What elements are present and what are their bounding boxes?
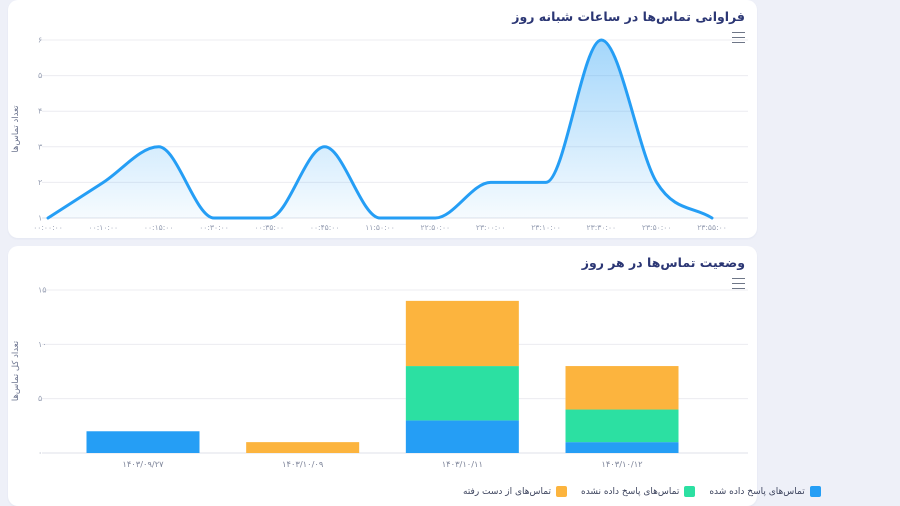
y-axis-tick-label: ۶ (38, 36, 42, 45)
x-axis-tick-label: ۲۳:۳۰:۰۰ (587, 223, 617, 232)
legend-swatch-icon (809, 486, 821, 497)
bar-segment (565, 442, 679, 453)
legend-label: تماس‌های پاسخ داده شده (709, 486, 805, 497)
y-axis-tick-label: ۴ (38, 107, 42, 116)
bar-segment (565, 409, 679, 443)
bar-segment (246, 442, 360, 453)
x-axis-tick-label: ۲۲:۵۰:۰۰ (421, 223, 451, 232)
legend-item-2[interactable]: تماس‌های پاسخ داده نشده (580, 486, 696, 497)
legend-label: تماس‌های از دست رفته (463, 486, 551, 497)
bar-segment (565, 366, 679, 410)
legend-label: تماس‌های پاسخ داده نشده (580, 486, 680, 497)
bar-segment (405, 366, 519, 421)
x-axis-tick-label: ۱۴۰۳/۰۹/۲۷ (122, 459, 164, 469)
bar-segment (405, 420, 519, 453)
legend-item-3[interactable]: تماس‌های از دست رفته (463, 486, 567, 497)
calls-status-stacked-bar-chart: ۰ ۵ ۱۰ ۱۵ ۱۴۰۳/۰۹/۲۷ ۱۴۰۳/۱۰/۰۹ ۱۴۰۳/۱۰/۱۱ ۱۴۰۳… (11, 286, 748, 469)
y-axis-tick-label: ۲ (38, 178, 42, 187)
x-axis-tick-label: ۰۰:۴۵:۰۰ (310, 223, 340, 232)
x-axis-tick-label: ۱۴۰۳/۱۰/۱۱ (442, 459, 483, 469)
x-axis-tick-label: ۰۰:۳۵:۰۰ (255, 223, 285, 232)
hamburger-menu-icon[interactable] (732, 278, 745, 289)
y-axis-tick-label: ۵ (38, 394, 42, 403)
series-line (46, 38, 714, 220)
x-axis-tick-label: ۱۴۰۳/۱۰/۱۲ (601, 459, 643, 469)
chart-legend: تماس‌های پاسخ داده شده تماس‌های پاسخ داده… (463, 486, 821, 497)
x-axis-tick-label: ۰۰:۳۰:۰۰ (199, 223, 229, 232)
bar-segment (86, 431, 200, 453)
area-fill (48, 40, 712, 218)
y-axis-tick-label: ۱۰ (38, 340, 47, 349)
y-axis-tick-label: ۵ (38, 71, 42, 80)
x-axis-tick-label: ۰۰:۱۵:۰۰ (144, 223, 174, 232)
y-axis-tick-label: ۱ (38, 214, 42, 223)
x-axis-tick-label: ۲۳:۵۵:۰۰ (697, 223, 727, 232)
hamburger-menu-icon[interactable] (732, 32, 745, 43)
y-axis-tick-label: ۰ (38, 449, 42, 458)
legend-swatch-icon (684, 486, 696, 497)
x-axis-tick-label: ۰۰:۰۰:۰۰ (33, 223, 63, 232)
y-axis-tick-label: ۱۵ (38, 286, 47, 295)
y-axis-tick-label: ۳ (38, 142, 43, 151)
x-axis-tick-label: ۰۰:۱۰:۰۰ (89, 223, 119, 232)
x-axis-tick-label: ۱۴۰۳/۱۰/۰۹ (282, 459, 324, 469)
x-axis-tick-label: ۲۳:۰۰:۰۰ (476, 223, 506, 232)
bar-chart-card: وضعیت تماس‌ها در هر روز ۰ ۵ ۱۰ ۱۵ ۱۴۰۳/۰۹/۲۷… (8, 246, 821, 506)
y-axis-title: تعداد تماس‌ها (11, 105, 21, 153)
legend-swatch-icon (555, 486, 567, 497)
calls-frequency-area-chart: ۱ ۲ ۳ ۴ ۵ ۶ ۰۰:۰۰:۰۰ ۰۰:۱۰:۰۰ ۰۰:۱۵:۰۰ ۰۰:۳۰:۰۰ ۰۰… (11, 36, 748, 232)
x-axis-tick-label: ۱۱:۵۰:۰۰ (365, 223, 395, 232)
y-axis-title: تعداد کل تماس‌ها (11, 340, 21, 401)
legend-item-1[interactable]: تماس‌های پاسخ داده شده (709, 486, 821, 497)
bar-segment (405, 300, 519, 367)
x-axis-tick-label: ۲۳:۱۰:۰۰ (531, 223, 561, 232)
x-axis-tick-label: ۲۳:۵۰:۰۰ (642, 223, 672, 232)
